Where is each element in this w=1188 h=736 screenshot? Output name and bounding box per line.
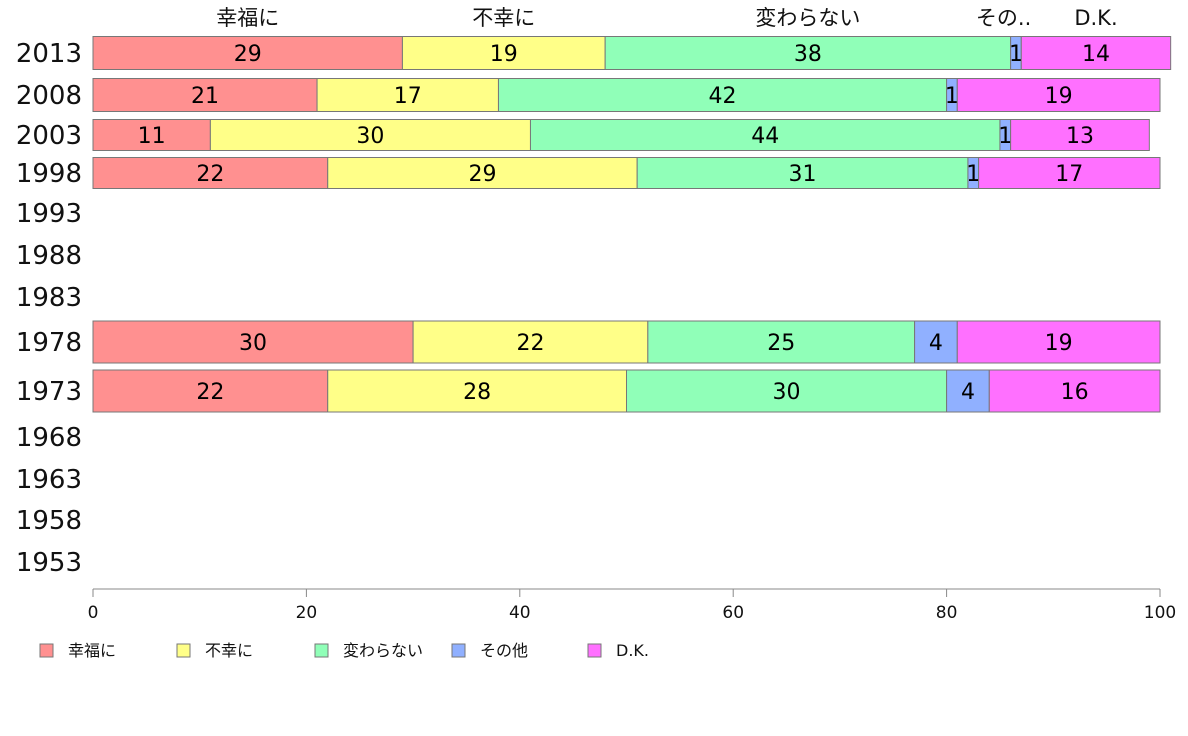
data-label: 21 (191, 84, 219, 109)
year-label: 1983 (16, 283, 82, 313)
bar-segment (316, 78, 499, 112)
legend-label: 幸福に (68, 641, 116, 660)
data-label: 1 (1009, 42, 1023, 67)
x-tick-label: 20 (296, 603, 318, 623)
bar-segment (604, 36, 1012, 70)
top-labels: 幸福に 不幸に 変わらない その.. D.K. (216, 6, 1117, 30)
bar-segment (956, 78, 1161, 112)
top-label: 不幸に (472, 6, 535, 30)
top-label: その.. (976, 6, 1031, 30)
data-label: 42 (709, 84, 737, 109)
data-label: 1 (966, 162, 980, 187)
year-label: 1968 (16, 423, 82, 453)
data-label: 30 (773, 380, 801, 405)
data-label: 29 (234, 42, 262, 67)
top-label: 幸福に (216, 6, 279, 30)
year-label: 2003 (16, 121, 82, 151)
bar-segment (978, 157, 1161, 189)
bar-segment (529, 119, 1001, 151)
data-label: 17 (394, 84, 422, 109)
data-label: 19 (490, 42, 518, 67)
year-label: 1978 (16, 328, 82, 358)
x-tick-label: 80 (936, 603, 958, 623)
data-label: 38 (794, 42, 822, 67)
data-label: 28 (463, 380, 491, 405)
legend-swatch (39, 643, 54, 658)
legend-swatch (587, 643, 602, 658)
data-label: 44 (751, 124, 779, 149)
bar-segment (92, 157, 329, 189)
top-label: D.K. (1074, 6, 1117, 30)
x-axis: 0 20 40 60 80 100 (88, 588, 1176, 623)
top-label: 変わらない (755, 6, 860, 30)
bars: 29 19 38 1 14 21 17 42 1 19 11 30 44 1 13 22 29 31 1 17 30 22… (92, 36, 1172, 413)
x-tick-label: 60 (722, 603, 744, 623)
year-label: 2008 (16, 81, 82, 111)
bar-segment (1010, 119, 1150, 151)
x-tick-label: 0 (88, 603, 99, 623)
data-label: 1 (945, 84, 959, 109)
data-label: 22 (516, 331, 544, 356)
data-label: 22 (196, 380, 224, 405)
bar-segment (1020, 36, 1172, 70)
x-tick-label: 40 (509, 603, 531, 623)
bar-segment (327, 369, 627, 413)
legend-label: D.K. (616, 641, 649, 660)
data-label: 30 (356, 124, 384, 149)
legend-label: 変わらない (343, 641, 423, 660)
bar-segment (92, 78, 318, 112)
data-label: 17 (1055, 162, 1083, 187)
bar-segment (636, 157, 969, 189)
legend: 幸福に 不幸に 変わらない その他 D.K. (39, 641, 649, 660)
bar-segment (956, 320, 1161, 364)
bar-segment (327, 157, 638, 189)
data-label: 4 (961, 380, 975, 405)
bar-segment (497, 78, 948, 112)
bar-segment (92, 369, 329, 413)
legend-swatch (176, 643, 191, 658)
bar-segment (92, 320, 414, 364)
bar-segment (412, 320, 649, 364)
legend-label: その他 (480, 641, 528, 660)
data-label: 30 (239, 331, 267, 356)
year-label: 1973 (16, 377, 82, 407)
data-label: 19 (1045, 84, 1073, 109)
data-label: 11 (138, 124, 166, 149)
data-label: 1 (998, 124, 1012, 149)
year-label: 1963 (16, 465, 82, 495)
legend-label: 不幸に (205, 641, 253, 660)
bar-segment (946, 369, 990, 413)
year-label: 1958 (16, 506, 82, 536)
data-label: 25 (767, 331, 795, 356)
data-label: 19 (1045, 331, 1073, 356)
year-label: 1988 (16, 241, 82, 271)
bar-segment (209, 119, 531, 151)
data-label: 16 (1061, 380, 1089, 405)
y-axis-labels: 2013 2008 2003 1998 1993 1988 1983 1978 1973 1968… (16, 39, 82, 578)
bar-segment (626, 369, 948, 413)
bar-segment (92, 36, 403, 70)
x-tick-label: 100 (1144, 603, 1176, 623)
data-label: 14 (1082, 42, 1110, 67)
data-label: 29 (468, 162, 496, 187)
legend-swatch (451, 643, 466, 658)
bar-segment (401, 36, 606, 70)
legend-swatch (314, 643, 329, 658)
bar-segment (914, 320, 958, 364)
data-label: 13 (1066, 124, 1094, 149)
data-label: 31 (789, 162, 817, 187)
year-label: 2013 (16, 39, 82, 69)
bar-segment (988, 369, 1161, 413)
year-label: 1998 (16, 159, 82, 189)
data-label: 22 (196, 162, 224, 187)
year-label: 1993 (16, 199, 82, 229)
year-label: 1953 (16, 548, 82, 578)
data-label: 4 (929, 331, 943, 356)
